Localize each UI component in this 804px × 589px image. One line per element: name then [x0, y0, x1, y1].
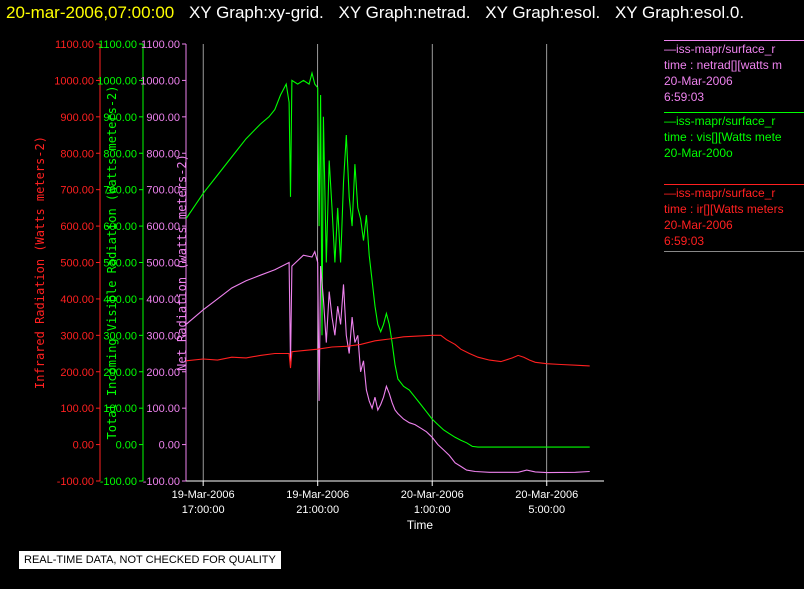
quality-notice: REAL-TIME DATA, NOT CHECKED FOR QUALITY: [19, 551, 281, 569]
legend-ir: —iss-mapr/surface_r time : ir[][Watts me…: [664, 184, 804, 252]
legend-vis-var: time : vis[][Watts mete: [664, 130, 782, 144]
series-line-1: [185, 250, 590, 474]
legend-netrad-source: —iss-mapr/surface_r: [664, 40, 804, 57]
legend-ir-date: 20-Mar-2006: [664, 218, 733, 232]
y-tick-label: 400.00: [60, 294, 94, 306]
y-tick-label: 500.00: [146, 258, 180, 270]
y-tick-label: 300.00: [146, 330, 180, 342]
legend-ir-time: 6:59:03: [664, 234, 705, 248]
x-tick-label: 17:00:00: [182, 504, 225, 516]
y-tick-label: 1000.00: [140, 75, 180, 87]
y-axis-label: Infrared Radiation (Watts meters-2): [33, 136, 47, 389]
y-tick-label: 1000.00: [54, 75, 94, 87]
y-tick-label: 0.00: [73, 440, 94, 452]
title-bar: 20-mar-2006,07:00:00 XY Graph:xy-grid. X…: [6, 2, 754, 24]
y-tick-label: 1100.00: [98, 39, 137, 51]
tab-esol-0[interactable]: XY Graph:esol.0.: [614, 3, 745, 22]
legend-ir-var: time : ir[][Watts meters: [664, 202, 784, 216]
y-tick-label: 200.00: [103, 367, 137, 379]
legend-vis: —iss-mapr/surface_r time : vis[][Watts m…: [664, 112, 804, 161]
timestamp: 20-mar-2006,07:00:00: [6, 3, 175, 22]
y-tick-label: 100.00: [60, 403, 94, 415]
x-tick-label: 5:00:00: [528, 504, 565, 516]
legend-ir-source: —iss-mapr/surface_r: [664, 184, 804, 201]
y-tick-label: 700.00: [146, 185, 180, 197]
x-tick-label: 19-Mar-2006: [286, 489, 349, 501]
y-tick-label: 700.00: [103, 185, 137, 197]
tab-xy-grid[interactable]: XY Graph:xy-grid.: [188, 3, 324, 22]
y-tick-label: 400.00: [146, 294, 180, 306]
y-tick-label: 1100.00: [141, 39, 180, 51]
y-tick-label: 400.00: [103, 294, 137, 306]
y-tick-label: 500.00: [103, 258, 137, 270]
legend-netrad-var: time : netrad[][watts m: [664, 58, 783, 72]
tab-esol[interactable]: XY Graph:esol.: [485, 3, 601, 22]
y-tick-label: 200.00: [146, 367, 180, 379]
y-tick-label: 900.00: [103, 112, 137, 124]
legend-netrad-date: 20-Mar-2006: [664, 74, 733, 88]
y-axis-label: Net Radiation (watts meters-2): [175, 154, 189, 371]
series-line-2: [185, 334, 590, 369]
y-tick-label: 1000.00: [97, 75, 137, 87]
y-tick-label: 100.00: [103, 403, 137, 415]
y-tick-label: 300.00: [103, 330, 137, 342]
x-axis-label: Time: [407, 518, 434, 532]
y-tick-label: 800.00: [103, 148, 137, 160]
y-tick-label: 0.00: [159, 440, 180, 452]
x-tick-label: 20-Mar-2006: [515, 489, 578, 501]
y-tick-label: 0.00: [116, 440, 137, 452]
y-tick-label: 100.00: [146, 403, 180, 415]
series-line-0: [185, 70, 590, 448]
y-tick-label: 500.00: [60, 258, 94, 270]
x-tick-label: 21:00:00: [296, 504, 339, 516]
y-tick-label: 300.00: [60, 330, 94, 342]
legend-netrad: —iss-mapr/surface_r time : netrad[][watt…: [664, 40, 804, 105]
y-tick-label: 600.00: [103, 221, 137, 233]
legend-netrad-time: 6:59:03: [664, 90, 705, 104]
x-tick-label: 20-Mar-2006: [401, 489, 464, 501]
legend-vis-date: 20-Mar-200o: [664, 146, 733, 160]
tab-netrad[interactable]: XY Graph:netrad.: [338, 3, 471, 22]
y-tick-label: -100.00: [100, 476, 137, 488]
y-tick-label: 800.00: [146, 148, 180, 160]
y-tick-label: 1100.00: [55, 39, 94, 51]
y-axis-label: Total Incoming Visible Radiation (Watts …: [105, 85, 119, 439]
x-tick-label: 19-Mar-2006: [172, 489, 235, 501]
y-tick-label: -100.00: [143, 476, 180, 488]
x-tick-label: 1:00:00: [414, 504, 451, 516]
y-tick-label: 700.00: [60, 185, 94, 197]
y-tick-label: 600.00: [146, 221, 180, 233]
y-tick-label: 800.00: [60, 148, 94, 160]
y-tick-label: 900.00: [60, 112, 94, 124]
y-tick-label: -100.00: [57, 476, 94, 488]
y-tick-label: 600.00: [60, 221, 94, 233]
y-tick-label: 200.00: [60, 367, 94, 379]
legend-vis-source: —iss-mapr/surface_r: [664, 112, 804, 129]
y-tick-label: 900.00: [146, 112, 180, 124]
